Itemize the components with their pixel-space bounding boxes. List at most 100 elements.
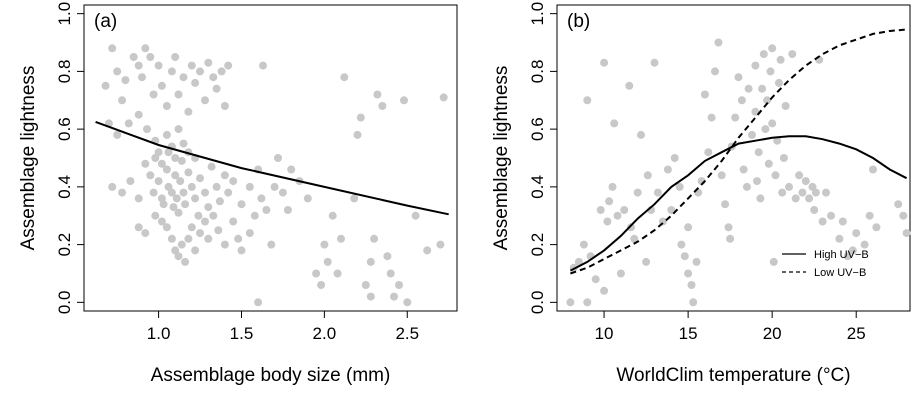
y-tick-label: 0.4 — [528, 175, 547, 199]
data-point — [827, 211, 835, 220]
data-point — [157, 81, 166, 90]
data-point — [756, 194, 765, 203]
data-point — [333, 269, 342, 278]
data-point — [579, 240, 588, 249]
legend: High UV−B Low UV−B — [782, 249, 869, 279]
data-point — [214, 226, 223, 235]
data-point — [257, 194, 266, 203]
y-tick-label: 0.2 — [528, 233, 547, 257]
data-point — [113, 130, 122, 139]
data-point — [167, 67, 176, 76]
data-point — [177, 240, 186, 249]
data-point — [776, 55, 785, 64]
data-point — [220, 171, 229, 180]
data-point — [169, 203, 178, 212]
data-point — [805, 194, 814, 203]
x-tick-label: 1.5 — [230, 324, 254, 343]
x-axis-title: WorldClim temperature (°C) — [616, 365, 850, 386]
data-point — [439, 93, 448, 102]
data-point — [179, 139, 188, 148]
data-point — [353, 130, 362, 139]
data-point — [126, 177, 135, 186]
data-point — [370, 234, 379, 243]
data-point — [630, 234, 639, 243]
data-point — [764, 159, 773, 168]
data-point — [724, 223, 733, 232]
data-point — [171, 154, 180, 162]
data-point — [154, 61, 163, 70]
data-point — [317, 281, 326, 289]
data-point — [162, 130, 171, 139]
data-point — [714, 38, 723, 47]
legend-label: Low UV−B — [814, 267, 866, 279]
data-point — [774, 78, 783, 87]
data-point — [737, 96, 746, 105]
data-point — [162, 102, 171, 110]
data-point — [633, 188, 642, 197]
data-point — [600, 58, 609, 67]
data-point — [373, 90, 382, 99]
data-point — [250, 211, 259, 220]
data-point — [312, 269, 321, 278]
panel-label: (b) — [567, 11, 590, 32]
solid-fit-line — [569, 135, 908, 272]
data-point — [650, 58, 659, 67]
data-point — [734, 73, 743, 82]
data-point — [283, 206, 292, 214]
data-point — [768, 44, 777, 53]
data-point — [395, 281, 403, 289]
data-point — [801, 177, 810, 186]
y-tick-label: 0.2 — [55, 233, 74, 257]
data-point — [366, 257, 375, 266]
data-point — [224, 188, 233, 197]
panel-label: (a) — [94, 11, 117, 32]
data-point — [869, 165, 877, 174]
data-point — [684, 223, 693, 232]
data-point — [157, 217, 166, 226]
data-point — [196, 174, 204, 183]
data-point — [436, 240, 445, 249]
data-point — [220, 102, 229, 110]
data-point — [159, 200, 168, 209]
data-point — [262, 206, 271, 214]
data-point — [838, 217, 847, 226]
data-point — [215, 197, 224, 206]
data-point — [400, 96, 408, 105]
data-point — [848, 246, 857, 255]
data-point — [596, 206, 605, 214]
data-point — [680, 252, 689, 261]
data-point — [187, 223, 196, 232]
data-point — [201, 188, 209, 197]
data-point — [653, 188, 662, 197]
data-point — [751, 61, 760, 70]
data-point — [176, 177, 185, 186]
data-point — [769, 257, 778, 266]
data-point — [340, 73, 349, 82]
data-point — [209, 73, 218, 82]
data-point — [403, 298, 412, 307]
data-point — [818, 217, 827, 226]
data-point — [670, 154, 679, 162]
data-point — [134, 110, 143, 119]
x-tick-label: 15 — [679, 324, 698, 343]
data-point — [191, 78, 200, 87]
data-point — [138, 73, 146, 82]
data-point — [143, 125, 151, 134]
data-point — [350, 194, 359, 203]
data-point — [134, 223, 143, 232]
data-point — [171, 246, 180, 255]
x-tick-label: 1.0 — [147, 324, 171, 343]
solid-fit-line — [95, 120, 449, 216]
data-point — [113, 67, 122, 76]
data-point — [613, 211, 622, 220]
data-point — [171, 171, 180, 180]
data-point — [267, 240, 276, 249]
data-point — [171, 53, 180, 61]
data-point — [721, 200, 730, 209]
data-point — [151, 154, 160, 162]
data-point — [753, 177, 761, 186]
data-point — [835, 234, 844, 243]
data-point — [667, 206, 676, 214]
legend-label: High UV−B — [814, 249, 869, 261]
